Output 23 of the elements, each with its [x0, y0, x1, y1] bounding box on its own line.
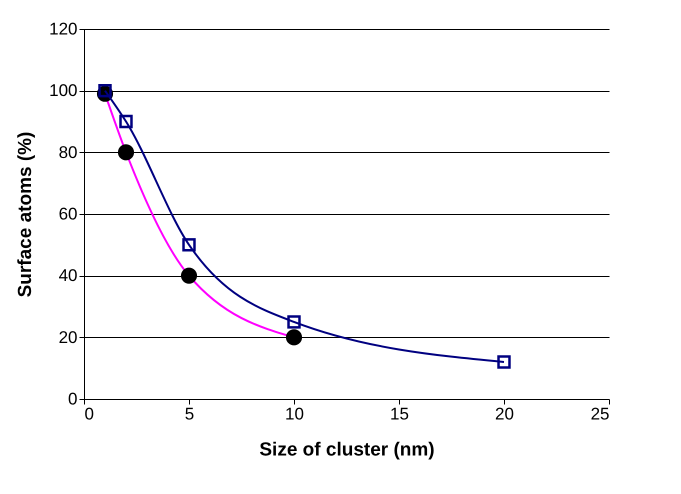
x-tick-label: 10 [285, 404, 304, 424]
y-axis-title: Surface atoms (%) [15, 132, 36, 298]
x-tick-label: 25 [590, 404, 610, 424]
y-tick-label: 100 [49, 81, 78, 100]
point [287, 315, 301, 329]
y-tick-label: 80 [58, 142, 78, 162]
point [182, 238, 196, 252]
x-tick-label: 15 [390, 404, 409, 424]
y-tick-label: 20 [58, 328, 78, 347]
y-tick-label: 60 [58, 204, 78, 224]
x-axis-title: Size of cluster (nm) [259, 440, 435, 460]
point [119, 114, 133, 128]
point [286, 329, 302, 346]
point [98, 84, 112, 98]
point [497, 355, 511, 369]
y-tick-label: 120 [49, 20, 78, 38]
point [118, 144, 134, 160]
y-tick-label: 40 [58, 266, 78, 286]
x-tick-label: 5 [184, 404, 194, 424]
point [180, 268, 198, 284]
y-tick-label: 0 [68, 390, 78, 408]
x-tick-label: 20 [495, 404, 514, 424]
x-tick-label: 0 [84, 404, 94, 424]
